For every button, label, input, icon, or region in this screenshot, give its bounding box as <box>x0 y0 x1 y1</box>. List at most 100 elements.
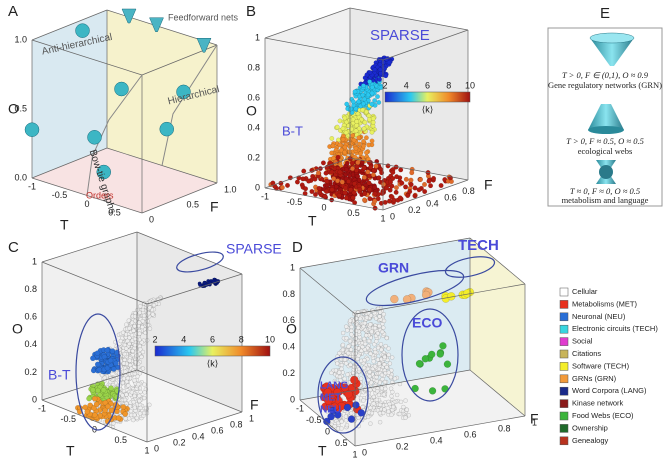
point <box>373 364 377 368</box>
point <box>362 191 367 196</box>
point <box>382 408 386 412</box>
point <box>387 353 391 357</box>
point <box>387 60 391 64</box>
point <box>356 357 360 361</box>
o-tick-label: 0.4 <box>282 342 295 352</box>
point <box>374 164 379 169</box>
point <box>361 345 365 349</box>
point <box>343 145 347 149</box>
f-tick-label: 1.0 <box>224 184 237 194</box>
point <box>385 336 389 340</box>
f-tick-label: 0.2 <box>396 441 409 451</box>
o-tick-label: 0 <box>255 182 260 192</box>
point <box>338 143 342 147</box>
colorbar-tick-label: 4 <box>181 334 186 344</box>
point <box>348 339 352 343</box>
point <box>439 183 444 188</box>
o-tick-label: 1 <box>255 32 260 42</box>
point <box>394 185 399 190</box>
o-tick-label: 0.2 <box>247 152 260 162</box>
point <box>367 187 372 192</box>
point <box>398 196 403 201</box>
point <box>147 311 151 315</box>
point <box>413 194 418 199</box>
o-tick-label: 0.4 <box>247 122 260 132</box>
axis-label: T <box>318 443 327 459</box>
point <box>377 100 381 104</box>
point <box>356 160 361 165</box>
point <box>126 376 130 380</box>
point <box>301 177 306 182</box>
colorbar-tick-label: 8 <box>446 80 451 90</box>
point <box>375 375 379 379</box>
point <box>337 371 341 375</box>
plots: 0.00.51.0-1-0.500.500.51.000.20.40.60.81… <box>14 8 537 459</box>
point <box>373 185 377 189</box>
point <box>350 161 355 166</box>
point <box>354 168 359 173</box>
point <box>341 126 345 130</box>
point <box>389 375 393 379</box>
point <box>334 185 338 189</box>
point <box>356 326 360 330</box>
point <box>101 387 106 392</box>
point <box>90 387 95 392</box>
point <box>343 116 347 120</box>
point <box>367 339 371 343</box>
point <box>380 373 384 377</box>
point <box>427 179 432 184</box>
o-tick-label: 0.2 <box>24 367 37 377</box>
point <box>403 416 407 420</box>
point <box>310 189 315 194</box>
point <box>92 412 97 417</box>
point <box>399 400 403 404</box>
point <box>131 418 135 422</box>
point <box>340 363 344 367</box>
legend-swatch <box>560 288 568 296</box>
point <box>139 390 143 394</box>
point <box>354 129 358 133</box>
legend-swatch <box>560 313 568 321</box>
annotation: ECO <box>412 315 442 331</box>
point <box>86 396 91 401</box>
f-tick-label: 0 <box>154 443 159 453</box>
point <box>129 413 133 417</box>
point <box>422 182 427 187</box>
point <box>124 347 128 351</box>
point <box>144 406 148 410</box>
point <box>373 68 377 72</box>
point <box>375 379 379 383</box>
point <box>366 170 371 175</box>
point <box>128 359 132 363</box>
point <box>352 138 356 142</box>
point <box>133 324 137 328</box>
point <box>368 374 372 378</box>
point <box>146 323 150 327</box>
point <box>354 346 358 350</box>
point <box>142 314 146 318</box>
point <box>371 173 376 178</box>
t-tick-label: 0.5 <box>347 208 360 218</box>
point <box>376 358 380 362</box>
point <box>366 415 370 419</box>
point <box>368 196 373 201</box>
sphere-icon <box>76 24 90 38</box>
point <box>357 136 361 140</box>
o-tick-label: 0 <box>290 394 295 404</box>
point <box>138 332 142 336</box>
point <box>137 399 141 403</box>
point <box>344 196 349 201</box>
point <box>429 387 436 394</box>
point <box>365 315 369 319</box>
axis-label: F <box>250 397 259 413</box>
legend-label: Cellular <box>572 287 598 296</box>
t-tick-label: -1 <box>296 403 304 413</box>
annotation: Feedforward nets <box>168 12 239 22</box>
point <box>383 380 387 384</box>
point <box>324 179 329 184</box>
point <box>338 375 342 379</box>
colorbar-tick-label: 8 <box>239 334 244 344</box>
caption: Gene regulatory networks (GRN) <box>548 80 662 90</box>
point <box>378 314 382 318</box>
panel-label: E <box>600 5 610 22</box>
